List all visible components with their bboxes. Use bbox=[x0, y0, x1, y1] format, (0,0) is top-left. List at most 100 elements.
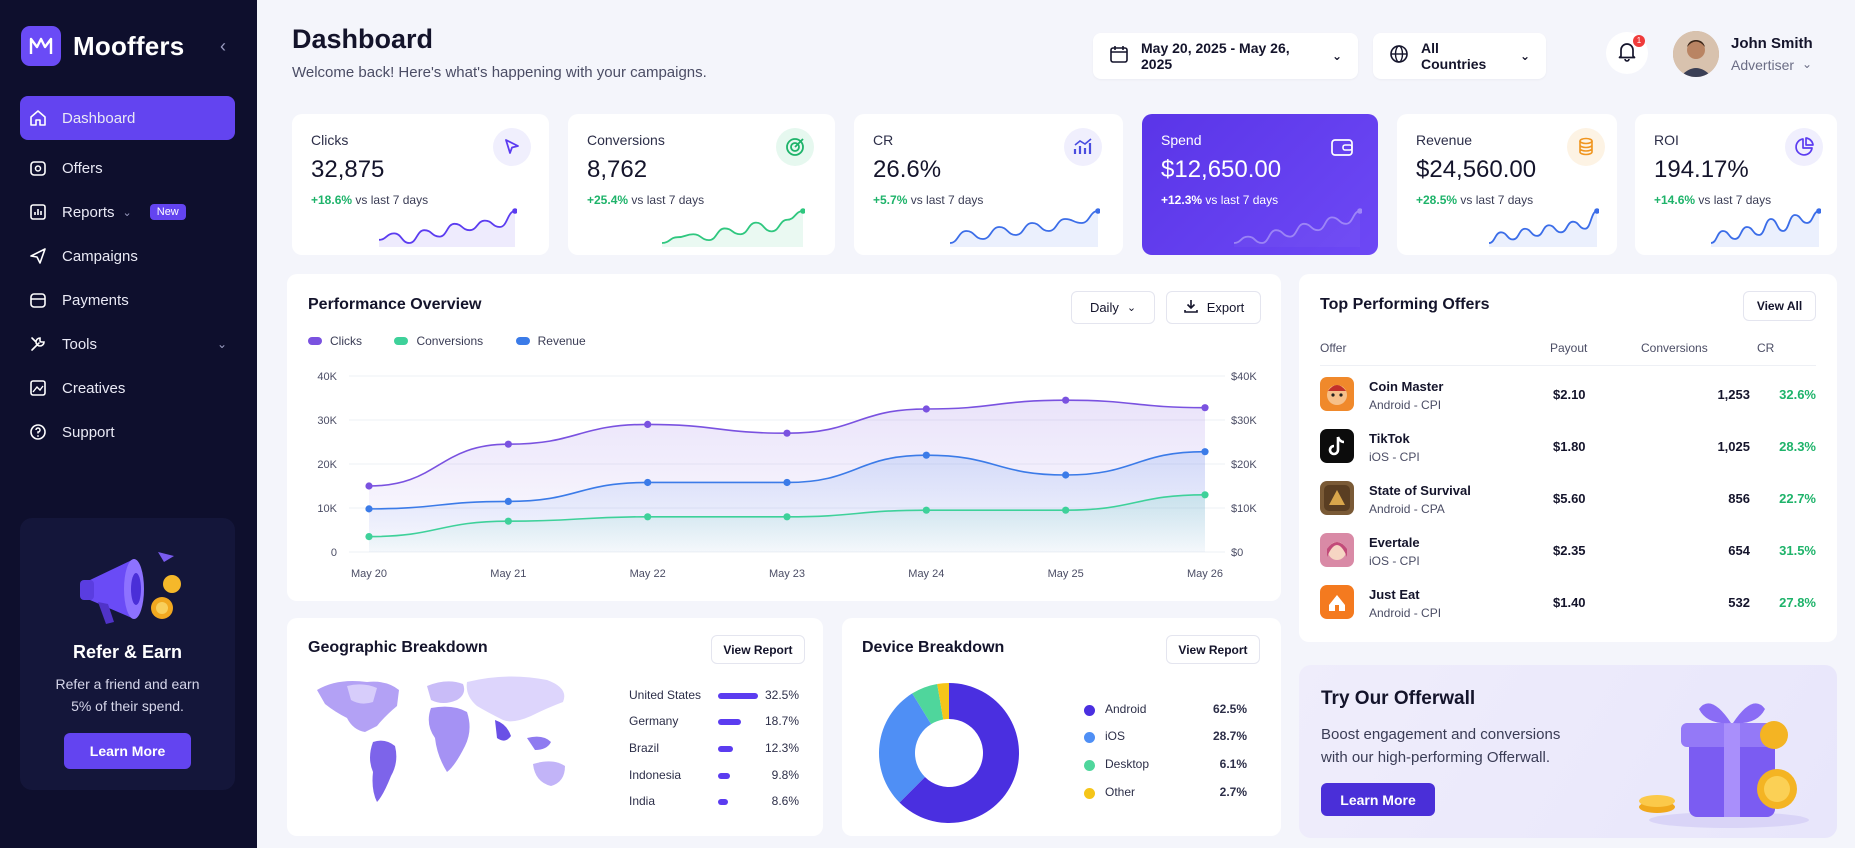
user-menu-chevron-icon[interactable]: ⌄ bbox=[1802, 57, 1813, 71]
offerwall-learn-more-button[interactable]: Learn More bbox=[1321, 783, 1435, 816]
offer-cr: 22.7% bbox=[1779, 491, 1816, 506]
sidebar-item-offers[interactable]: Offers bbox=[20, 146, 235, 190]
data-point-revenue bbox=[1062, 471, 1070, 479]
kpi-card-spend[interactable]: Spend $12,650.00 +12.3% vs last 7 days bbox=[1142, 114, 1378, 255]
geo-title: Geographic Breakdown bbox=[308, 639, 488, 656]
data-point-clicks bbox=[644, 420, 652, 428]
kpi-sparkline bbox=[1233, 208, 1362, 244]
brand[interactable]: Mooffers bbox=[21, 26, 184, 66]
sparkline-end-point bbox=[512, 208, 517, 214]
kpi-delta: +25.4% vs last 7 days bbox=[587, 193, 705, 207]
kpi-delta: +12.3% vs last 7 days bbox=[1161, 193, 1279, 207]
kpi-sparkline bbox=[1488, 208, 1599, 247]
geo-bar bbox=[718, 799, 729, 805]
offer-name: Evertale bbox=[1369, 535, 1420, 550]
kpi-sparkline bbox=[661, 208, 805, 247]
offer-conversions: 654 bbox=[1728, 543, 1750, 558]
kpi-value: 32,875 bbox=[311, 156, 385, 183]
sidebar-item-dashboard[interactable]: Dashboard bbox=[20, 96, 235, 140]
legend-swatch bbox=[1084, 732, 1095, 743]
date-range-picker[interactable]: May 20, 2025 - May 26, 2025 ⌄ bbox=[1093, 33, 1358, 79]
table-row[interactable]: State of Survival Android - CPA $5.60 85… bbox=[1320, 473, 1820, 525]
device-row: Other 2.7% bbox=[1082, 785, 1247, 807]
device-view-report-button[interactable]: View Report bbox=[1166, 635, 1260, 664]
sidebar-item-support[interactable]: Support bbox=[20, 410, 235, 454]
geo-row: India 8.6% bbox=[629, 794, 799, 816]
state-of-survival-logo-icon bbox=[1320, 481, 1354, 515]
geo-bar-track bbox=[718, 746, 758, 752]
offer-name: Just Eat bbox=[1369, 587, 1420, 602]
refer-title: Refer & Earn bbox=[72, 642, 183, 662]
table-row[interactable]: TikTok iOS - CPI $1.80 1,025 28.3% bbox=[1320, 421, 1820, 473]
table-row[interactable]: Coin Master Android - CPI $2.10 1,253 32… bbox=[1320, 369, 1820, 421]
table-row[interactable]: Just Eat Android - CPI $1.40 532 27.8% bbox=[1320, 577, 1820, 629]
sidebar-nav: Dashboard Offers Reports ⌄ New Campaigns… bbox=[20, 96, 235, 454]
offer-cr: 28.3% bbox=[1779, 439, 1816, 454]
sidebar-item-campaigns[interactable]: Campaigns bbox=[20, 234, 235, 278]
sparkline-end-point bbox=[1594, 208, 1599, 214]
device-percent: 62.5% bbox=[1212, 702, 1247, 716]
period-selector[interactable]: Daily ⌄ bbox=[1071, 291, 1155, 324]
kpi-card-cr[interactable]: CR 26.6% +5.7% vs last 7 days bbox=[854, 114, 1123, 255]
avatar[interactable] bbox=[1673, 31, 1719, 77]
sidebar-item-reports[interactable]: Reports ⌄ New bbox=[20, 190, 235, 234]
device-name: Other bbox=[1105, 785, 1136, 799]
data-point-conversions bbox=[1062, 506, 1070, 514]
export-button[interactable]: Export bbox=[1166, 291, 1261, 324]
donut-slice-desktop bbox=[912, 684, 944, 725]
sidebar-item-creatives[interactable]: Creatives bbox=[20, 366, 235, 410]
sparkline-line bbox=[1710, 210, 1820, 244]
kpi-card-clicks[interactable]: Clicks 32,875 +18.6% vs last 7 days bbox=[292, 114, 549, 255]
geo-percent: 8.6% bbox=[771, 794, 799, 808]
offer-name: State of Survival bbox=[1369, 483, 1471, 498]
x-tick-label: May 24 bbox=[908, 568, 944, 580]
data-point-clicks bbox=[1062, 396, 1070, 404]
collapse-sidebar-icon[interactable]: ‹ bbox=[220, 36, 226, 56]
view-all-button[interactable]: View All bbox=[1743, 291, 1816, 321]
sparkline-end-point bbox=[800, 208, 805, 214]
chevron-down-icon: ⌄ bbox=[122, 206, 132, 219]
refer-learn-more-button[interactable]: Learn More bbox=[64, 733, 191, 769]
notification-count-badge: 1 bbox=[1633, 35, 1645, 47]
kpi-value: 8,762 bbox=[587, 156, 648, 183]
bell-icon bbox=[1616, 40, 1638, 67]
country-value: All Countries bbox=[1421, 40, 1487, 72]
notifications-button[interactable]: 1 bbox=[1606, 32, 1648, 74]
data-point-revenue bbox=[504, 497, 512, 505]
donut-slice-ios bbox=[879, 693, 932, 803]
sidebar-item-label: Reports bbox=[62, 203, 115, 221]
offer-conversions: 532 bbox=[1728, 595, 1750, 610]
geo-bar-track bbox=[718, 693, 758, 699]
kpi-card-conversions[interactable]: Conversions 8,762 +25.4% vs last 7 days bbox=[568, 114, 835, 255]
geo-row: Brazil 12.3% bbox=[629, 741, 799, 763]
refer-subtitle: Refer a friend and earn 5% of their spen… bbox=[55, 676, 200, 714]
y-tick-label-right: $30K bbox=[1231, 415, 1257, 427]
kpi-delta: +14.6% vs last 7 days bbox=[1654, 193, 1772, 207]
kpi-card-roi[interactable]: ROI 194.17% +14.6% vs last 7 days bbox=[1635, 114, 1837, 255]
legend-swatch bbox=[308, 337, 322, 345]
donut-slice-android bbox=[899, 683, 1019, 823]
y-tick-label-left: 20K bbox=[317, 459, 337, 471]
kpi-card-revenue[interactable]: Revenue $24,560.00 +28.5% vs last 7 days bbox=[1397, 114, 1617, 255]
performance-card: Performance Overview Daily ⌄ Export Clic… bbox=[287, 274, 1281, 601]
offer-payout: $2.10 bbox=[1553, 387, 1586, 402]
chevron-down-icon: ⌄ bbox=[1519, 49, 1530, 63]
data-point-clicks bbox=[922, 405, 930, 413]
geo-view-report-button[interactable]: View Report bbox=[711, 635, 805, 664]
kpi-label: CR bbox=[873, 132, 894, 148]
kpi-label: Revenue bbox=[1416, 132, 1473, 148]
geo-bar bbox=[718, 773, 730, 779]
sparkline-line bbox=[661, 210, 804, 244]
kpi-label: Conversions bbox=[587, 132, 665, 148]
device-name: Android bbox=[1105, 702, 1147, 716]
offer-cr: 27.8% bbox=[1779, 595, 1816, 610]
chevron-down-icon: ⌄ bbox=[1126, 302, 1137, 314]
table-row[interactable]: Evertale iOS - CPI $2.35 654 31.5% bbox=[1320, 525, 1820, 577]
x-tick-label: May 21 bbox=[490, 568, 526, 580]
sidebar-item-tools[interactable]: Tools ⌄ bbox=[20, 322, 235, 366]
brand-name: Mooffers bbox=[73, 30, 185, 61]
country-selector[interactable]: All Countries ⌄ bbox=[1373, 33, 1546, 79]
sidebar-item-payments[interactable]: Payments bbox=[20, 278, 235, 322]
offer-payout: $5.60 bbox=[1553, 491, 1586, 506]
target-icon bbox=[776, 128, 814, 166]
